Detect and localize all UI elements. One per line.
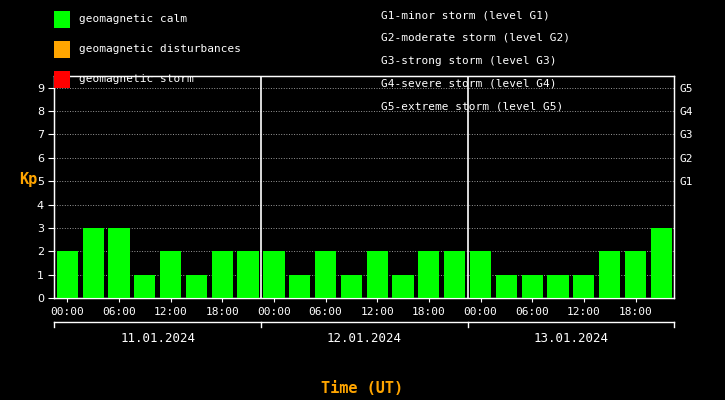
Text: 11.01.2024: 11.01.2024 [120,332,195,345]
Bar [289,275,310,298]
Text: 12.01.2024: 12.01.2024 [327,332,402,345]
Text: G2-moderate storm (level G2): G2-moderate storm (level G2) [381,33,570,43]
Bar [367,251,388,298]
Y-axis label: Kp: Kp [20,172,38,187]
Bar [470,251,491,298]
Bar [160,251,181,298]
Bar [341,275,362,298]
Bar [599,251,621,298]
Text: 13.01.2024: 13.01.2024 [534,332,608,345]
Bar [186,275,207,298]
Bar [212,251,233,298]
Bar [392,275,414,298]
Text: Time (UT): Time (UT) [321,381,404,396]
Text: G5-extreme storm (level G5): G5-extreme storm (level G5) [381,101,563,111]
Bar [418,251,439,298]
Text: G4-severe storm (level G4): G4-severe storm (level G4) [381,78,556,88]
Bar [651,228,672,298]
Bar [263,251,284,298]
Bar [521,275,543,298]
Bar [625,251,646,298]
Bar [238,251,259,298]
Bar [547,275,568,298]
Bar [315,251,336,298]
Text: geomagnetic calm: geomagnetic calm [79,14,187,24]
Bar [573,275,594,298]
Text: geomagnetic disturbances: geomagnetic disturbances [79,44,241,54]
Text: geomagnetic storm: geomagnetic storm [79,74,194,84]
Bar [134,275,155,298]
Text: G3-strong storm (level G3): G3-strong storm (level G3) [381,56,556,66]
Bar [57,251,78,298]
Bar [496,275,517,298]
Text: G1-minor storm (level G1): G1-minor storm (level G1) [381,10,550,20]
Bar [444,251,465,298]
Bar [83,228,104,298]
Bar [108,228,130,298]
